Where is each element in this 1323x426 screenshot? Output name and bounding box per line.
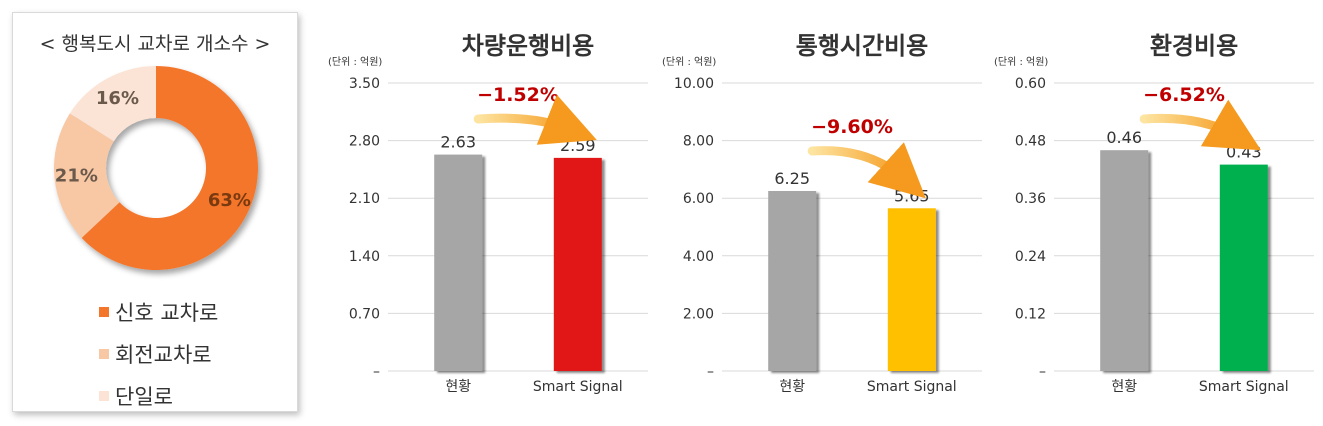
donut-slice	[69, 66, 156, 142]
y-tick-label: 0.70	[349, 306, 380, 322]
donut-slice-label: 16%	[96, 88, 139, 109]
y-tick-label: 0.60	[1015, 76, 1046, 92]
legend-item-roundabout: 회전교차로	[99, 333, 218, 375]
y-tick-label: 1.40	[349, 249, 380, 265]
bar	[887, 208, 936, 371]
y-tick-label: 4.00	[683, 249, 714, 265]
bar-chart-vehicle-cost: 차량운행비용 (단위 : 억원) – 0.70 1.40 2.10 2.80 3.50 2.63…	[318, 0, 650, 426]
donut-slice	[54, 113, 120, 238]
data-label: 2.59	[560, 136, 596, 155]
unit-label: (단위 : 억원)	[994, 55, 1048, 68]
y-tick-label: 2.80	[349, 134, 380, 150]
bar	[1100, 150, 1149, 371]
legend-item-single-road: 단일로	[99, 375, 218, 417]
data-label: 6.25	[774, 169, 810, 188]
data-label: 0.46	[1106, 128, 1142, 147]
bar	[1219, 164, 1268, 371]
change-label: −9.60%	[811, 116, 893, 138]
donut-chart: 63% 21% 16%	[54, 66, 258, 270]
data-label: 5.65	[894, 186, 930, 205]
y-tick-label: –	[707, 364, 714, 380]
y-tick-label: 2.00	[683, 306, 714, 322]
change-label: −6.52%	[1143, 84, 1225, 106]
legend-item-signal: 신호 교차로	[99, 291, 218, 333]
y-tick-label: 2.10	[349, 191, 380, 207]
y-tick-label: 0.36	[1015, 191, 1046, 207]
donut-legend: 신호 교차로 회전교차로 단일로	[99, 291, 218, 417]
donut-slice-label: 21%	[55, 166, 98, 187]
change-label: −1.52%	[477, 84, 559, 106]
y-tick-label: 0.24	[1015, 249, 1046, 265]
x-tick-label: 현황	[779, 379, 805, 395]
bar-chart-svg: 환경비용 (단위 : 억원) – 0.12 0.24 0.36 0.48 0.60 0.46 현황…	[994, 32, 1314, 395]
y-tick-label: 0.12	[1015, 306, 1046, 322]
y-tick-label: 3.50	[349, 76, 380, 92]
y-tick-label: –	[1039, 364, 1046, 380]
data-label: 0.43	[1226, 143, 1262, 162]
y-tick-label: –	[373, 364, 380, 380]
y-tick-label: 0.48	[1015, 134, 1046, 150]
bar-chart-svg: 통행시간비용 (단위 : 억원) – 2.00 4.00 6.00 8.00 10.00 6.2…	[662, 32, 982, 395]
bar	[553, 157, 602, 371]
data-label: 2.63	[440, 133, 476, 152]
legend-label: 신호 교차로	[115, 301, 219, 325]
unit-label: (단위 : 억원)	[328, 55, 382, 68]
bar	[434, 154, 483, 371]
bar-chart-svg: 차량운행비용 (단위 : 억원) – 0.70 1.40 2.10 2.80 3.50 2.63…	[328, 32, 648, 395]
y-tick-label: 6.00	[683, 191, 714, 207]
x-tick-label: 현황	[445, 379, 471, 395]
chart-title: 환경비용	[1150, 32, 1238, 60]
legend-swatch	[99, 391, 109, 401]
legend-swatch	[99, 307, 109, 317]
unit-label: (단위 : 억원)	[662, 55, 716, 68]
donut-card: < 행복도시 교차로 개소수 > 63% 21% 16% 신호 교차로 회전교차로 …	[12, 12, 298, 412]
y-tick-label: 10.00	[674, 76, 714, 92]
change-arrow	[1139, 99, 1262, 151]
donut-slice	[81, 66, 258, 270]
bar	[768, 191, 817, 371]
y-tick-label: 8.00	[683, 134, 714, 150]
change-arrow	[473, 94, 597, 145]
bar-chart-environment-cost: 환경비용 (단위 : 억원) – 0.12 0.24 0.36 0.48 0.60 0.46 현황…	[984, 0, 1316, 426]
legend-label: 회전교차로	[115, 343, 212, 367]
bar-chart-travel-time-cost: 통행시간비용 (단위 : 억원) – 2.00 4.00 6.00 8.00 10.00 6.2…	[652, 0, 984, 426]
legend-swatch	[99, 349, 109, 359]
donut-title: < 행복도시 교차로 개소수 >	[39, 33, 271, 55]
x-tick-label: Smart Signal	[533, 379, 623, 395]
x-tick-label: Smart Signal	[867, 379, 957, 395]
chart-title: 통행시간비용	[796, 32, 928, 60]
x-tick-label: 현황	[1111, 379, 1137, 395]
donut-slice-label: 63%	[208, 190, 251, 211]
chart-title: 차량운행비용	[462, 32, 594, 60]
legend-label: 단일로	[115, 385, 173, 409]
change-arrow	[807, 142, 926, 199]
x-tick-label: Smart Signal	[1199, 379, 1289, 395]
